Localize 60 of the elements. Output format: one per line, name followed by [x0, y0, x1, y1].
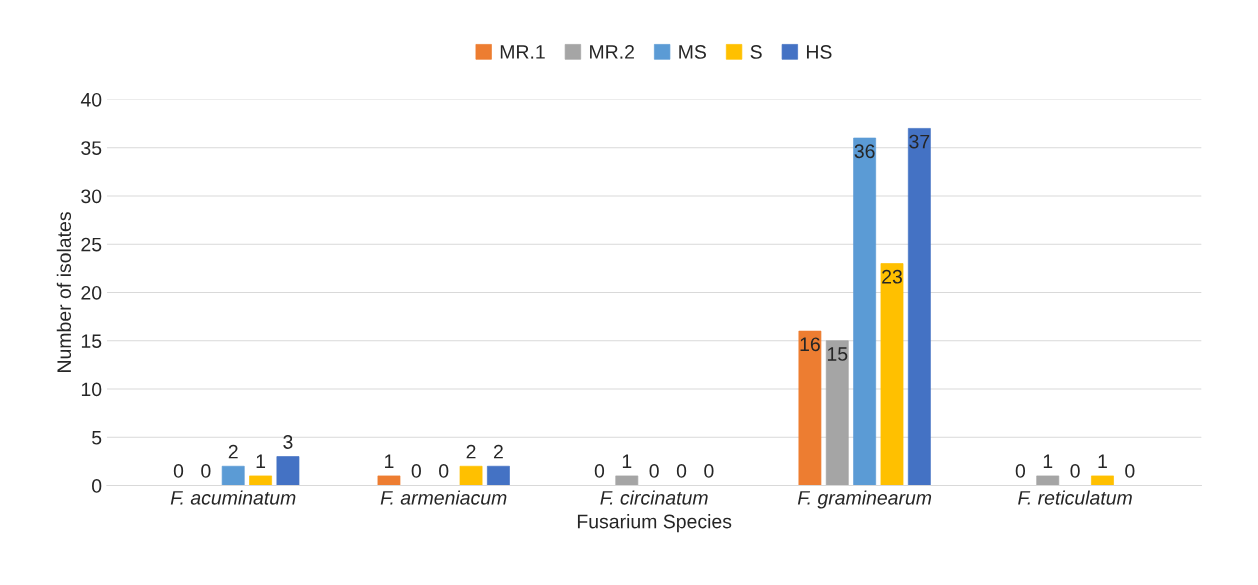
data-label: 0 — [201, 464, 211, 478]
legend-label: MS — [679, 45, 706, 59]
y-tick-label: 40 — [80, 92, 102, 107]
bar — [825, 340, 849, 486]
data-label: 23 — [882, 269, 902, 284]
data-label: 0 — [439, 464, 449, 478]
y-tick-label: 5 — [92, 430, 102, 445]
data-label: 2 — [466, 444, 476, 459]
bar — [907, 128, 931, 486]
bar — [1036, 475, 1060, 486]
data-label: 15 — [827, 347, 848, 361]
data-label: 0 — [704, 464, 714, 478]
x-axis-title: Fusarium Species — [577, 514, 732, 533]
bar — [221, 465, 245, 486]
data-label: 37 — [909, 134, 930, 149]
y-axis-title: Number of isolates — [56, 212, 72, 372]
data-label: 0 — [594, 464, 605, 478]
legend-label: MR.2 — [590, 45, 634, 59]
data-label: 1 — [1043, 454, 1053, 468]
y-tick-label: 25 — [81, 237, 102, 252]
bar — [487, 465, 510, 486]
y-tick-label: 35 — [81, 141, 102, 155]
data-label: 2 — [228, 444, 238, 459]
bar — [377, 475, 401, 486]
data-label: 3 — [283, 435, 293, 449]
y-tick-label: 15 — [81, 334, 102, 348]
x-tick-label: F. armeniacum — [380, 490, 507, 505]
bar — [880, 263, 904, 486]
bar — [798, 330, 822, 486]
x-tick-label: F. circinatum — [600, 490, 708, 505]
x-tick-label: F. reticulatum — [1018, 490, 1132, 505]
bar — [615, 475, 639, 486]
bar — [853, 137, 877, 486]
data-label: 0 — [1070, 464, 1080, 478]
legend-label: HS — [806, 45, 832, 59]
y-tick-label: 30 — [81, 189, 102, 204]
bar — [1091, 475, 1114, 486]
y-tick-label: 10 — [81, 382, 102, 397]
data-label: 16 — [800, 337, 820, 352]
bar — [276, 456, 300, 486]
data-label: 0 — [1015, 464, 1026, 478]
data-label: 36 — [854, 144, 875, 159]
data-label: 2 — [493, 444, 503, 459]
data-label: 0 — [649, 464, 659, 478]
x-tick-label: F. graminearum — [797, 490, 932, 509]
data-label: 1 — [385, 454, 394, 468]
bar — [459, 465, 483, 486]
legend-label: MR.1 — [500, 45, 545, 59]
x-tick-label: F. acuminatum — [170, 490, 296, 505]
data-label: 0 — [411, 464, 421, 478]
legend-label: S — [750, 45, 762, 59]
data-label: 1 — [1098, 454, 1107, 468]
data-label: 0 — [173, 464, 184, 478]
bar — [249, 475, 272, 486]
data-label: 1 — [622, 454, 632, 468]
data-label: 1 — [256, 454, 266, 468]
y-tick-label: 20 — [81, 285, 102, 300]
y-tick-label: 0 — [92, 479, 102, 493]
data-label: 0 — [1125, 464, 1135, 478]
data-label: 0 — [676, 464, 687, 478]
